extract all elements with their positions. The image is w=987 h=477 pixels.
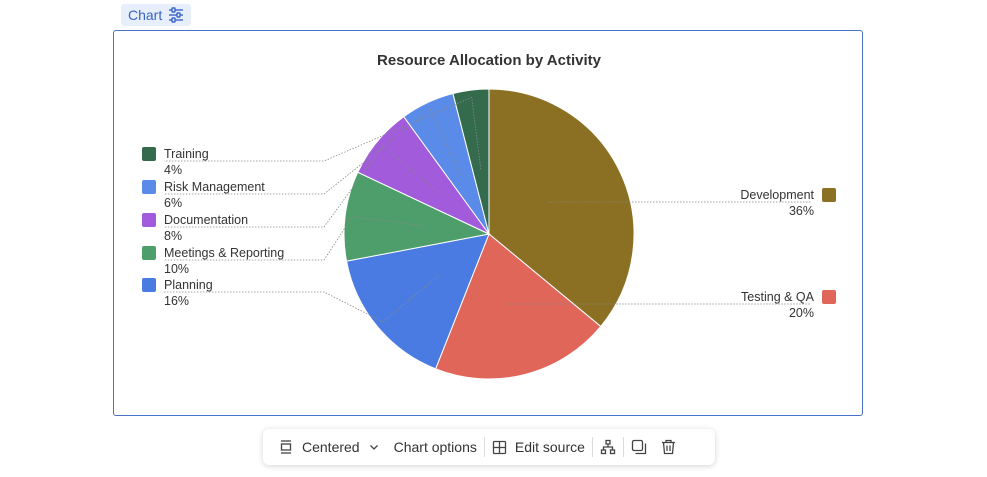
toolbar-divider — [622, 437, 624, 457]
centered-label: Centered — [302, 439, 360, 455]
hierarchy-icon — [600, 439, 616, 455]
chart-toolbar: Centered Chart options Edit source — [263, 429, 715, 465]
slice-pct-development: 36% — [789, 204, 814, 218]
chart-frame[interactable]: Resource Allocation by Activity Developm… — [113, 30, 863, 416]
copy-button[interactable] — [624, 429, 654, 465]
trash-icon — [661, 439, 676, 455]
leader-line-risk-management — [164, 108, 462, 195]
legend-swatch-testing-qa — [822, 290, 836, 304]
legend-swatch-documentation — [142, 213, 156, 227]
copy-icon — [631, 439, 647, 455]
slice-label-meetings-reporting: Meetings & Reporting — [164, 246, 284, 260]
slice-pct-training: 4% — [164, 163, 182, 177]
chart-options-button[interactable]: Chart options — [387, 429, 484, 465]
legend-swatch-risk-management — [142, 180, 156, 194]
pie-slice-planning — [345, 233, 490, 370]
pie-slice-testing-qa — [434, 233, 602, 380]
leader-line-planning — [164, 275, 439, 323]
edit-source-label: Edit source — [514, 439, 585, 455]
leader-line-meetings-reporting — [164, 216, 425, 261]
pie-slice-training — [452, 88, 490, 235]
centered-dropdown[interactable]: Centered — [271, 429, 387, 465]
slice-label-documentation: Documentation — [164, 213, 248, 227]
pie-chart: Resource Allocation by Activity Developm… — [142, 52, 836, 380]
legend-swatch-training — [142, 147, 156, 161]
slice-label-training: Training — [164, 147, 209, 161]
hierarchy-button[interactable] — [593, 429, 623, 465]
toolbar-divider — [483, 437, 485, 457]
slice-pct-documentation: 8% — [164, 229, 182, 243]
leader-line-training — [164, 96, 482, 170]
edit-source-button[interactable]: Edit source — [485, 429, 592, 465]
slice-pct-planning: 16% — [164, 294, 189, 308]
slice-pct-meetings-reporting: 10% — [164, 262, 189, 276]
leader-line-documentation — [164, 145, 439, 228]
toolbar-divider — [591, 437, 593, 457]
chart-tag[interactable]: Chart — [121, 4, 192, 26]
legend-swatch-meetings-reporting — [142, 246, 156, 260]
chart-options-label: Chart options — [393, 439, 477, 455]
slice-label-planning: Planning — [164, 278, 213, 292]
chart-tag-label: Chart — [128, 7, 163, 23]
pie-slice-development — [488, 88, 635, 328]
legend-swatch-development — [822, 188, 836, 202]
chevron-down-icon — [368, 441, 380, 453]
sliders-icon[interactable] — [168, 7, 184, 23]
chart-title: Resource Allocation by Activity — [377, 52, 602, 69]
slice-label-testing-qa: Testing & QA — [741, 290, 815, 304]
slice-pct-testing-qa: 20% — [789, 306, 814, 320]
align-center-icon — [278, 439, 294, 455]
slice-label-risk-management: Risk Management — [164, 180, 265, 194]
slice-pct-risk-management: 6% — [164, 196, 182, 210]
legend-swatch-planning — [142, 278, 156, 292]
delete-button[interactable] — [654, 429, 683, 465]
pie-slice-meetings-reporting — [343, 171, 491, 262]
table-icon — [492, 440, 507, 455]
slice-label-development: Development — [740, 188, 814, 202]
